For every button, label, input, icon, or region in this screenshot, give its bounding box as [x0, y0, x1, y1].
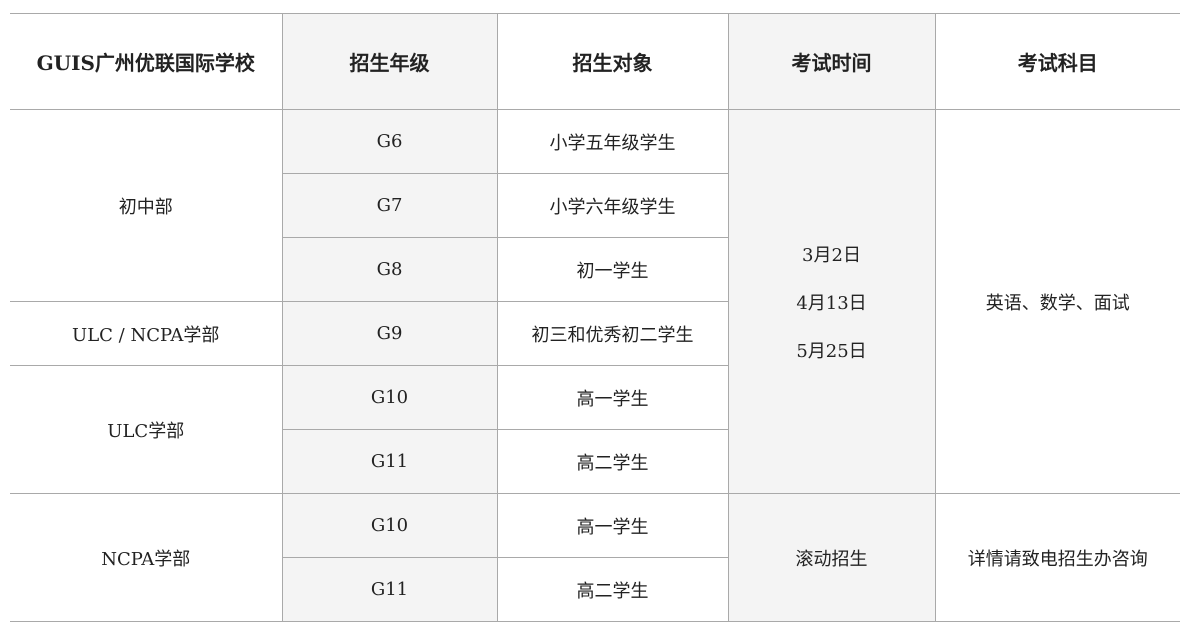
target-cell: 高二学生: [496, 557, 728, 622]
header-row: GUIS广州优联国际学校 招生年级 招生对象 考试时间 考试科目: [10, 13, 1180, 110]
table-row: ULC学部 G10 高一学生: [10, 365, 1180, 494]
exam-dates-cell: 3月2日 4月13日 5月25日: [727, 109, 936, 494]
ncpa-exam-time-cell: 滚动招生: [727, 493, 936, 622]
grade-cell: G8: [282, 237, 498, 302]
grade-cell: G6: [281, 109, 498, 174]
ncpa-exam-subjects-cell: 详情请致电招生办咨询: [934, 493, 1180, 622]
header-grade: 招生年级: [281, 13, 498, 110]
section-ulc: ULC学部: [10, 365, 283, 494]
exam-date: 3月2日: [802, 244, 861, 266]
section-ncpa: NCPA学部: [10, 493, 283, 622]
table-row: G11 高二学生: [10, 429, 1180, 494]
target-cell: 初一学生: [496, 237, 728, 302]
header-exam-time: 考试时间: [727, 13, 936, 110]
header-exam-subjects: 考试科目: [934, 13, 1180, 110]
target-cell: 高二学生: [496, 429, 728, 494]
exam-date: 5月25日: [796, 340, 867, 362]
header-target: 招生对象: [496, 13, 729, 110]
admissions-table: GUIS广州优联国际学校 招生年级 招生对象 考试时间 考试科目 初中部 G6 …: [10, 13, 1180, 622]
section-junior: 初中部: [10, 109, 283, 302]
header-school: GUIS广州优联国际学校: [10, 13, 283, 110]
table-row: 初中部 G6 小学五年级学生 3月2日 4月13日 5月25日 英语、数学、面试: [10, 109, 1180, 494]
table-row: NCPA学部 G10 高一学生 滚动招生 详情请致电招生办咨询: [10, 493, 1180, 622]
table-row: ULC / NCPA学部 G9 初三和优秀初二学生: [10, 301, 1180, 366]
grade-cell: G10: [281, 493, 498, 558]
table-row: G8 初一学生: [10, 237, 1180, 302]
grade-cell: G9: [281, 301, 498, 366]
target-cell: 高一学生: [496, 493, 729, 558]
grade-cell: G11: [282, 557, 498, 622]
section-ulc-ncpa: ULC / NCPA学部: [10, 301, 283, 366]
table-row: G11 高二学生: [10, 557, 1180, 622]
grade-cell: G10: [281, 365, 498, 430]
target-cell: 小学五年级学生: [496, 109, 729, 174]
grade-cell: G11: [282, 429, 498, 494]
exam-subjects-cell: 英语、数学、面试: [934, 109, 1180, 494]
target-cell: 高一学生: [496, 365, 728, 430]
table-row: G7 小学六年级学生: [10, 173, 1180, 238]
exam-date: 4月13日: [796, 292, 867, 314]
target-cell: 初三和优秀初二学生: [496, 301, 728, 366]
grade-cell: G7: [282, 173, 498, 238]
target-cell: 小学六年级学生: [496, 173, 728, 238]
